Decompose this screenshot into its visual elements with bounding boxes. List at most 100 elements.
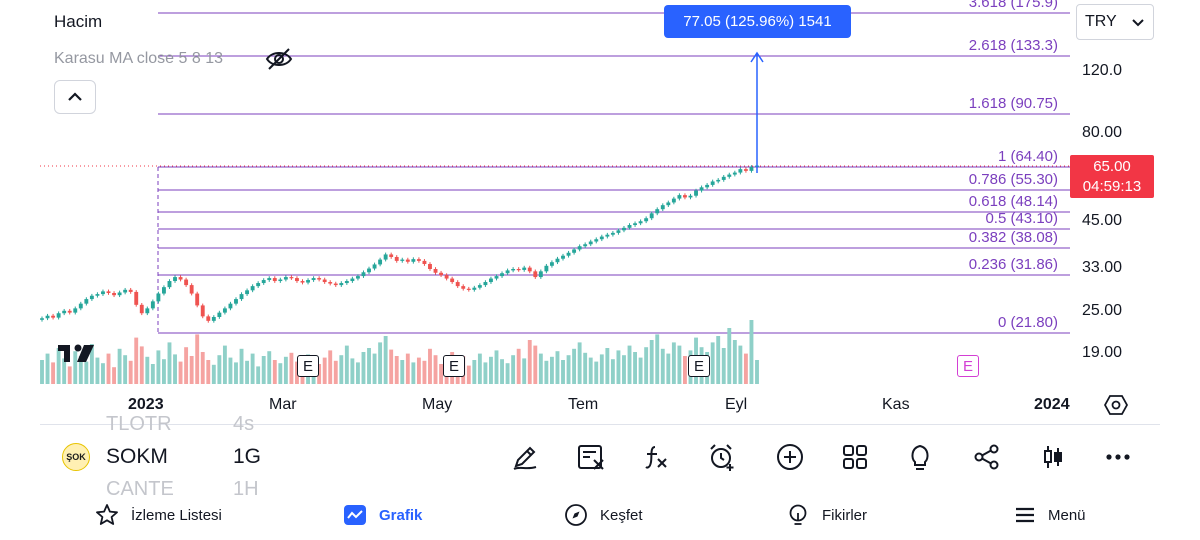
candle-body xyxy=(433,268,438,273)
candle-type-icon[interactable] xyxy=(1035,439,1071,475)
candle-body xyxy=(112,293,116,296)
volume-bar xyxy=(45,353,50,384)
volume-bar xyxy=(250,353,255,384)
layouts-grid-icon[interactable] xyxy=(837,439,873,475)
fib-level-label: 1.618 (90.75) xyxy=(968,95,1058,112)
volume-bar xyxy=(561,360,565,384)
nav-menu[interactable]: Menü xyxy=(1014,498,1086,532)
candle-body xyxy=(45,315,50,319)
candle-body xyxy=(167,281,172,288)
prev-symbol[interactable]: TLOTR xyxy=(106,413,172,435)
nav-label: Menü xyxy=(1048,506,1086,524)
more-icon[interactable] xyxy=(1100,439,1136,475)
alert-clock-icon[interactable] xyxy=(704,439,740,475)
candle-body xyxy=(671,198,676,203)
candle-body xyxy=(344,281,349,284)
currency-select[interactable]: TRY xyxy=(1076,4,1154,40)
price-chart[interactable] xyxy=(0,0,1200,425)
volume-bar xyxy=(522,358,527,384)
candle-body xyxy=(577,246,582,250)
next-timeframe[interactable]: 1H xyxy=(233,478,259,500)
candle-body xyxy=(178,277,183,280)
bulb-icon xyxy=(789,504,807,525)
volume-bar xyxy=(749,320,754,384)
price-axis-label: 25.00 xyxy=(1082,302,1123,319)
add-circle-icon[interactable] xyxy=(772,439,808,475)
nav-watchlist[interactable]: İzleme Listesi xyxy=(95,498,222,532)
collapse-indicators-button[interactable] xyxy=(54,80,96,114)
candle-body xyxy=(289,277,294,279)
candle-body xyxy=(588,241,593,245)
candle-body xyxy=(683,195,687,198)
volume-bar xyxy=(610,359,615,384)
fib-level-label: 0.382 (38.08) xyxy=(968,229,1058,246)
share-icon[interactable] xyxy=(969,439,1005,475)
volume-bar xyxy=(161,359,166,384)
volume-bar xyxy=(716,336,721,384)
candle-body xyxy=(389,254,394,257)
time-axis-label: 2024 xyxy=(1034,396,1070,413)
indicator-fx-icon[interactable] xyxy=(638,439,674,475)
nav-label: İzleme Listesi xyxy=(131,506,222,524)
ideas-bulb-icon[interactable] xyxy=(902,439,938,475)
candle-body xyxy=(572,249,577,253)
candle-body xyxy=(139,304,144,314)
candle-body xyxy=(84,299,89,304)
drawing-pen-icon[interactable] xyxy=(507,439,543,475)
candle-body xyxy=(51,315,56,318)
upcoming-earnings-badge[interactable]: E xyxy=(957,355,979,377)
timeframe[interactable]: 1G xyxy=(233,445,262,468)
nav-ideas[interactable]: Fikirler xyxy=(786,498,867,532)
indicator-title[interactable]: Hacim xyxy=(54,12,103,31)
candle-body xyxy=(649,213,654,219)
candle-body xyxy=(561,255,565,259)
volume-bar xyxy=(594,361,599,384)
earnings-badge[interactable]: E xyxy=(297,355,319,377)
nav-chart[interactable]: Grafik xyxy=(343,498,422,532)
candle-body xyxy=(538,271,543,278)
volume-bar xyxy=(683,356,687,384)
volume-bar xyxy=(283,356,288,384)
candle-body xyxy=(333,283,338,286)
earnings-badge[interactable]: E xyxy=(443,355,465,377)
volume-bar xyxy=(350,358,355,384)
candle-body xyxy=(189,285,194,294)
chart-area[interactable]: Hacim Karasu MA close 5 8 13 77.05 (125.… xyxy=(0,0,1200,425)
volume-bar xyxy=(666,353,671,384)
candle-body xyxy=(283,277,288,280)
candle-body xyxy=(234,299,238,304)
volume-bar xyxy=(372,353,377,384)
candle-body xyxy=(173,277,177,282)
prev-timeframe[interactable]: 4s xyxy=(233,413,255,435)
nav-label: Fikirler xyxy=(822,506,867,524)
volume-bar xyxy=(317,364,322,384)
volume-bar xyxy=(638,357,643,384)
price-axis-label: 45.00 xyxy=(1082,212,1123,229)
symbol-name[interactable]: SOKM xyxy=(106,445,168,468)
next-symbol[interactable]: CANTE xyxy=(106,478,174,500)
chart-icon xyxy=(344,505,366,525)
measure-arrow-head xyxy=(750,51,764,63)
candle-body xyxy=(117,292,122,296)
volume-bar xyxy=(184,347,189,384)
volume-bar xyxy=(95,357,100,384)
volume-bar xyxy=(644,347,649,384)
candle-body xyxy=(594,239,599,242)
volume-bar xyxy=(139,346,144,384)
volume-bar xyxy=(710,342,715,384)
eye-off-icon[interactable] xyxy=(264,46,294,72)
time-axis-label: Tem xyxy=(568,396,599,413)
candle-body xyxy=(494,276,499,279)
axis-settings-icon[interactable] xyxy=(1104,393,1128,417)
candle-body xyxy=(610,232,615,235)
object-tree-icon[interactable] xyxy=(573,439,609,475)
candle-body xyxy=(278,279,283,282)
nav-explore[interactable]: Keşfet xyxy=(564,498,643,532)
volume-bar xyxy=(361,352,366,384)
volume-bar xyxy=(217,355,222,384)
volume-bar xyxy=(433,355,438,384)
volume-bar xyxy=(333,360,338,384)
moving-average-label[interactable]: Karasu MA close 5 8 13 xyxy=(54,50,223,67)
earnings-badge[interactable]: E xyxy=(688,355,710,377)
candle-body xyxy=(56,313,61,318)
